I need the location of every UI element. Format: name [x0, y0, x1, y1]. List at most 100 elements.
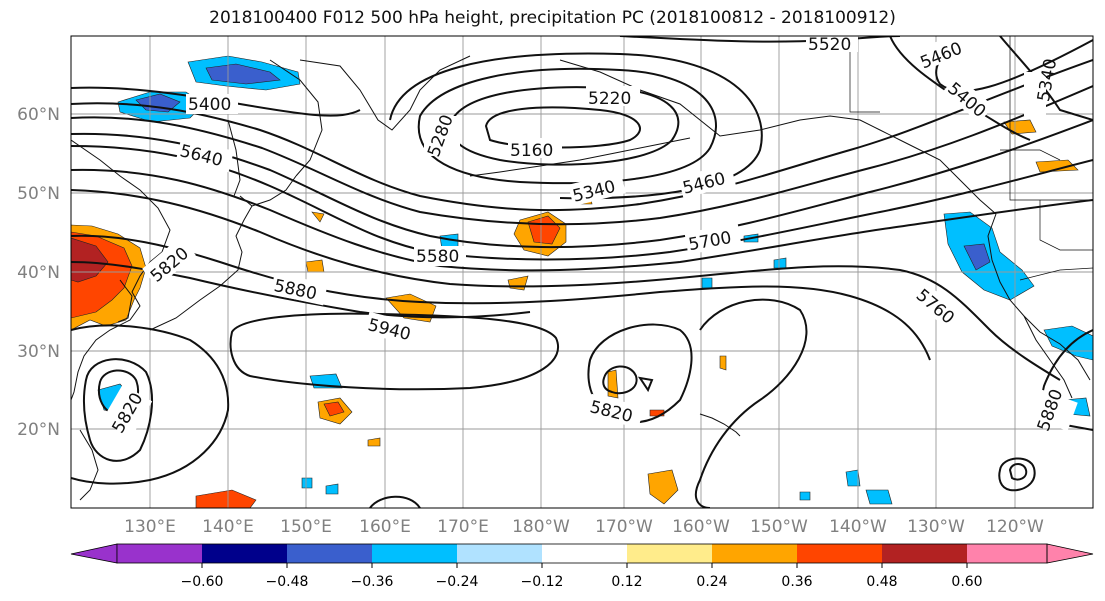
colorbar-arrow-right [1046, 543, 1094, 564]
colorbar-tick: −0.24 [436, 574, 479, 590]
colorbar-segment [712, 544, 797, 563]
contour-5280 [417, 67, 717, 185]
contour-small-loop-5 [369, 495, 421, 508]
precip-patch-blue-8 [301, 477, 313, 489]
contour-5820-eastloop [694, 298, 808, 508]
precip-patch-canada [1035, 159, 1079, 173]
coast-asia [71, 139, 171, 401]
borders [849, 36, 1093, 281]
map-title: 2018100400 F012 500 hPa height, precipit… [209, 8, 896, 28]
lon-label: 160°W [672, 517, 730, 537]
contour-5520 [71, 85, 1093, 226]
contour-5460 [71, 59, 1093, 212]
contour-label: 5520 [808, 35, 851, 55]
precip-patch-dot-6 [367, 437, 381, 447]
latitude-labels: 60°N 50°N 40°N 30°N 20°N [17, 105, 60, 440]
colorbar-tick: −0.60 [181, 574, 224, 590]
coast-korea [117, 279, 133, 323]
contour-5820-north [71, 234, 931, 361]
coast-sakhalin [227, 119, 241, 197]
precip-patch-dot-3 [305, 259, 325, 273]
precip-patch-blue-6 [773, 257, 787, 269]
coast-na-west [987, 213, 1091, 381]
contour-label: 5220 [588, 89, 631, 109]
colorbar-segment [627, 544, 712, 563]
contour-small-loop-2 [637, 376, 654, 393]
lat-label: 20°N [17, 420, 60, 440]
contour-5400-w [71, 86, 361, 117]
colorbar-tick: −0.12 [521, 574, 564, 590]
coastlines [71, 55, 1091, 501]
contour-small-loop-3 [998, 457, 1036, 492]
precip-patch-small-3 [195, 489, 257, 508]
precip-patch-small-1-core [323, 401, 345, 417]
lon-label: 120°W [986, 517, 1044, 537]
precip-patch-dot-1 [719, 355, 727, 371]
lon-label: 170°E [437, 517, 489, 537]
contour-5940 [229, 312, 559, 391]
contour-5820-sw [71, 324, 230, 485]
contour-5520-ne [619, 36, 901, 43]
contour-label: 5160 [510, 141, 553, 161]
precip-patch-westcoast-core [963, 243, 991, 271]
colorbar-segment [967, 544, 1047, 563]
lon-label: 150°W [750, 517, 808, 537]
contour-5220 [449, 86, 680, 166]
contour-small-loop-1 [602, 365, 638, 395]
colorbar-segment [202, 544, 287, 563]
colorbar-segment [287, 544, 372, 563]
precip-patch-blue-9 [325, 483, 339, 495]
colorbar-tick: 0.60 [951, 574, 982, 590]
precip-patch-small-2 [647, 469, 679, 505]
lon-label: 130°E [124, 517, 176, 537]
precip-patch-dot-2 [311, 211, 325, 223]
colorbar-arrow-left [70, 543, 118, 564]
precip-patch-kamchatka-core [205, 63, 281, 85]
coast-alaska [559, 59, 997, 215]
colorbar-segment [882, 544, 967, 563]
precip-patch-blue-7 [701, 277, 713, 289]
colorbar-segment [457, 544, 542, 563]
longitude-labels: 130°E 140°E 150°E 160°E 170°E 180°W 170°… [124, 517, 1044, 537]
coast-kurils [251, 175, 297, 207]
coast-baja [1023, 315, 1073, 399]
colorbar-segment [117, 544, 202, 563]
contour-5820-low [82, 358, 153, 462]
hawaii-islands [699, 413, 741, 437]
colorbar-tick: 0.12 [611, 574, 642, 590]
colorbar-segment [372, 544, 457, 563]
precip-patch-blue-5 [799, 491, 811, 501]
lon-label: 180°W [512, 517, 570, 537]
lon-label: 130°W [907, 517, 965, 537]
colorbar-tick: 0.48 [866, 574, 897, 590]
contour-small-loop-4 [1008, 463, 1028, 481]
lat-label: 40°N [17, 263, 60, 283]
lat-label: 60°N [17, 105, 60, 125]
lat-label: 30°N [17, 342, 60, 362]
precip-patch-blue-3 [845, 469, 861, 487]
colorbar-tick: 0.36 [781, 574, 812, 590]
contour-5640 [71, 145, 1093, 261]
colorbar: −0.60 −0.48 −0.36 −0.24 −0.12 0.12 0.24 … [70, 543, 1094, 590]
precip-patch-okhotsk-core [135, 93, 181, 113]
precip-patch-blue-4 [865, 489, 893, 505]
map-frame [70, 35, 1094, 509]
contour-label: 5400 [188, 95, 231, 115]
lon-label: 140°E [202, 517, 254, 537]
precip-patch-westcoast [943, 211, 1035, 301]
contour-5760 [71, 189, 1061, 381]
lon-label: 170°W [595, 517, 653, 537]
contour-label: 5580 [416, 247, 459, 267]
contour-5700 [71, 168, 1093, 272]
colorbar-segment [542, 544, 627, 563]
precip-patch-asia-peak [71, 237, 109, 283]
coast-aleutians [469, 137, 691, 177]
lat-label: 50°N [17, 184, 60, 204]
colorbar-tick: −0.36 [351, 574, 394, 590]
coast-philippines [79, 429, 99, 501]
colorbar-segment [797, 544, 882, 563]
colorbar-tick: 0.24 [696, 574, 727, 590]
lon-label: 140°W [829, 517, 887, 537]
lon-label: 150°E [280, 517, 332, 537]
